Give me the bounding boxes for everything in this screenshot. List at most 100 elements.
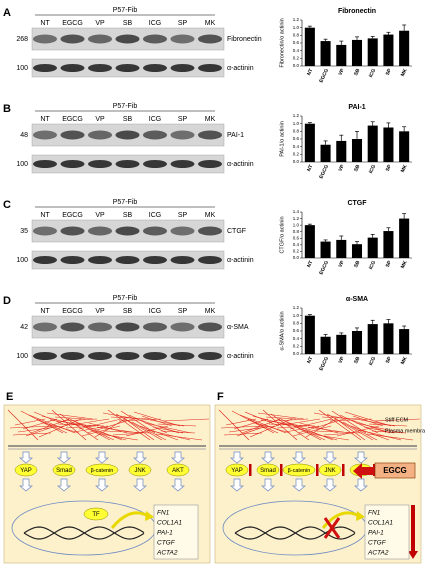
x-tick-label: ICG [368,260,377,271]
bar [320,336,331,354]
ecm-fiber [352,415,384,427]
lane-label: SP [178,116,188,123]
ecm-fiber [315,430,363,434]
ecm-fiber [326,413,374,441]
y-tick-label: 0.8 [293,33,300,38]
x-tick-label: ICG [368,356,377,367]
ecm-fiber [278,417,322,441]
x-tick-label: ICG [368,68,377,79]
lane-label: VP [95,308,105,315]
ecm-fiber [239,414,287,434]
ecm-fiber [22,418,58,430]
ecm-fiber [125,425,169,437]
y-tick-label: 0.4 [293,48,300,53]
arrow [19,451,33,464]
y-tick-label: 1.2 [293,216,300,221]
ecm-fiber [152,426,184,434]
lane-label: NT [40,212,50,219]
drug-box [374,462,416,479]
arrow [354,478,368,492]
ecm-fiber [46,412,94,420]
y-tick-label: 0.8 [293,321,300,326]
pathway-node [85,463,119,477]
blot-band [88,352,112,360]
pathway-node [256,463,280,477]
blot-band [60,352,85,360]
band-label: Fibronectin [227,36,262,43]
blot-band [88,64,112,72]
inhibition-mark [316,464,319,476]
y-tick-label: 0.0 [293,159,300,164]
ecm-fiber [257,412,305,420]
cell-line: P57-Fib [113,199,138,206]
lane-label: EGCG [62,212,83,219]
blot-band [33,322,57,332]
ecm-fiber [220,425,264,429]
tf-node [83,507,109,521]
pathway-node [128,463,152,477]
y-tick-label: 1.0 [293,121,300,126]
ecm-fiber [363,426,395,434]
gene-label: COL1A1 [157,520,182,527]
x-tick-label: VP [338,259,347,268]
ecm-fiber [270,413,310,441]
bar [383,231,394,258]
ecm-fiber [299,422,339,434]
blot-band [143,160,167,168]
lane-label: ICG [149,212,161,219]
lane-label: ICG [149,20,161,27]
blot-band [170,322,195,332]
y-axis-label: PAI-1/α actinin [279,121,285,156]
ecm-fiber [7,409,39,441]
ecm-fiber [141,415,173,427]
lane-label: SB [123,116,133,123]
ecm-fiber [14,418,46,426]
node-label: YAP [20,468,32,474]
arrow [261,478,275,492]
arrow [19,478,33,492]
node-label: β-catenin [288,468,311,474]
chart-title: Fibronectin [338,8,376,15]
blot-band [88,256,112,264]
blot-band [170,34,195,44]
band-label: α-SMA [227,324,249,331]
lane-label: VP [95,116,105,123]
y-tick-label: 0.2 [293,152,300,157]
lane-label: SP [178,308,188,315]
pathway-node [166,463,190,477]
x-tick-label: VP [338,163,347,172]
arrow [354,451,368,464]
ecm-fiber [28,414,76,434]
ecm-fiber [139,425,179,441]
ecm-fiber [294,425,326,441]
blot-band [115,64,140,72]
lane-label: VP [95,20,105,27]
arrow [323,478,337,492]
lane-label: EGCG [62,308,83,315]
blot-band [143,226,167,236]
y-tick-label: 0.2 [293,56,300,61]
gene-box [153,504,199,560]
gene-label: FN1 [368,510,381,517]
lane-label: SP [178,212,188,219]
x-tick-label: EGCG [318,260,330,276]
ecm-fiber [273,418,309,422]
gene-label: COL1A1 [368,520,393,527]
y-tick-label: 0.2 [293,344,300,349]
y-tick-label: 1.0 [293,25,300,30]
y-tick-label: 0.6 [293,40,300,45]
mw-marker: 268 [16,36,28,43]
bar [336,334,347,354]
blot-band [33,226,57,236]
inhibition-mark [280,464,283,476]
y-tick-label: 0.4 [293,242,300,247]
blot-band [143,130,167,140]
blot-band [33,352,57,360]
lane-label: ICG [149,308,161,315]
ecm-fiber [81,425,121,437]
lane-label: MK [205,20,216,27]
y-tick-label: 1.0 [293,313,300,318]
pathway-node [318,463,342,477]
bar [399,218,410,258]
y-tick-label: 0.0 [293,63,300,68]
